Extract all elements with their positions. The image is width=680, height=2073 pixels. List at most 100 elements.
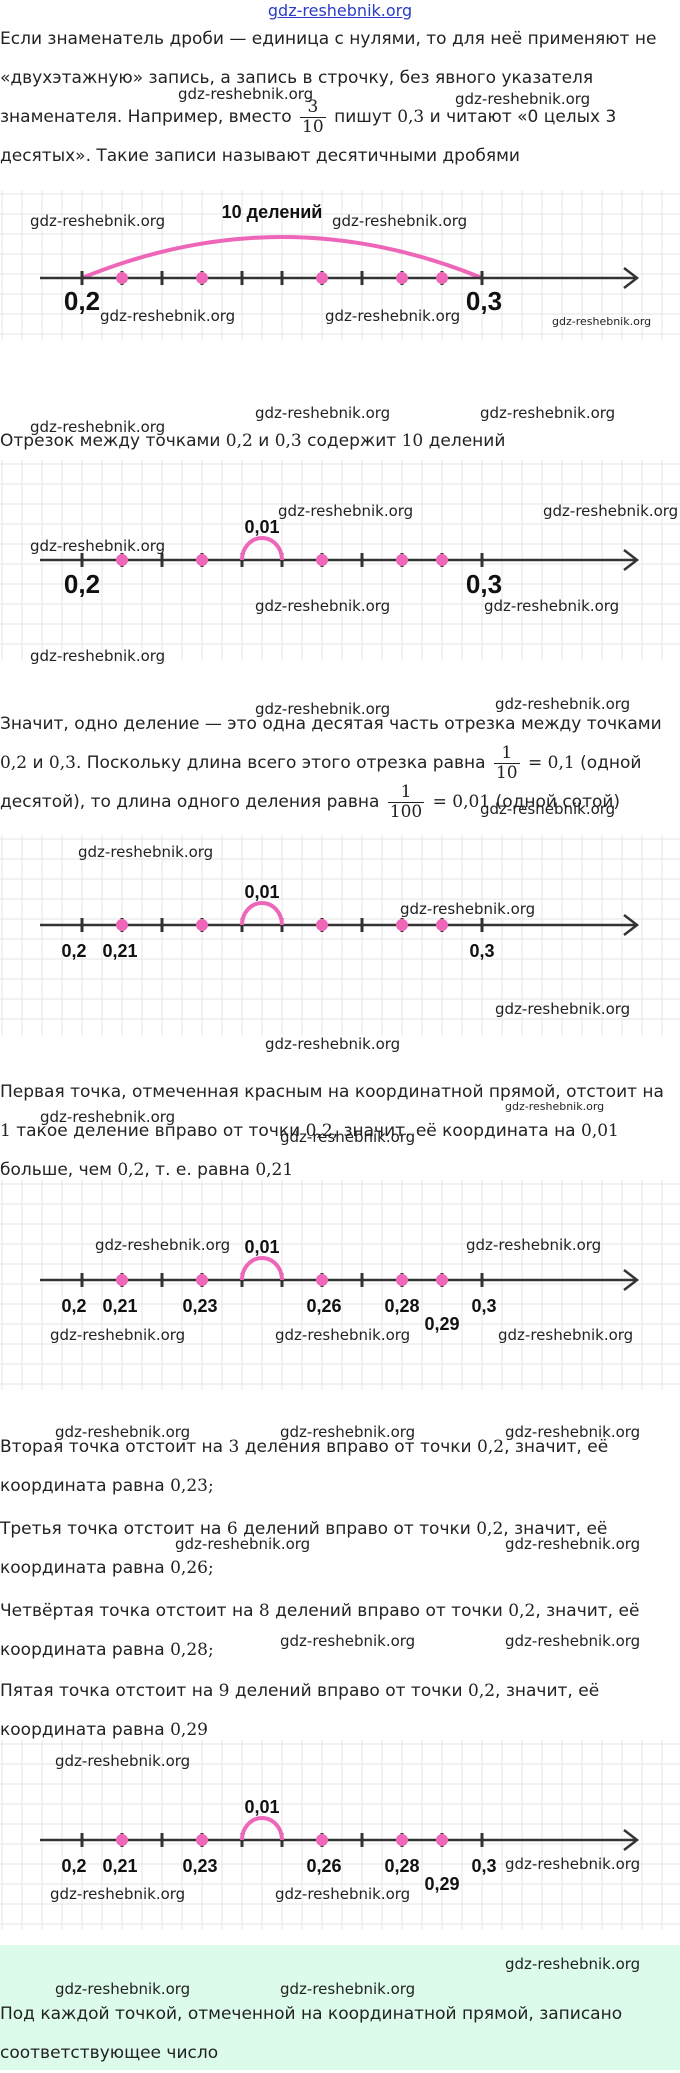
point-marker: [396, 554, 408, 566]
text: (одной десятой), то длина одного деления…: [0, 753, 642, 813]
math-value: 6: [226, 1519, 238, 1539]
text: Пятая точка отстоит на: [0, 1681, 214, 1701]
tick-label: 0,2: [64, 286, 100, 316]
text: больше, чем: [0, 1160, 112, 1180]
axis-arrow: [623, 914, 640, 936]
grid: [0, 1180, 680, 1390]
tick-label: 0,2: [61, 941, 86, 961]
figure-number-line-1: 10 делений 0,2 0,3: [0, 190, 680, 340]
arc-label: 0,01: [244, 1237, 279, 1257]
division-arc: [240, 1816, 284, 1841]
grid: [0, 190, 680, 340]
tick-label: 0,21: [102, 1856, 137, 1876]
paragraph-third-point: Третья точка отстоит на 6 делений вправо…: [0, 1510, 676, 1588]
math-value: 0,3: [274, 431, 302, 451]
math-value: 0,2: [225, 431, 253, 451]
watermark-text: gdz-reshebnik.org: [505, 1855, 641, 1873]
paragraph-segment: Отрезок между точками 0,2 и 0,3 содержит…: [0, 422, 676, 461]
paragraph-fifth-point: Пятая точка отстоит на 9 делений вправо …: [0, 1672, 676, 1750]
ten-division-arc: [81, 235, 483, 280]
paragraph-second-point: Вторая точка отстоит на 3 деления вправо…: [0, 1428, 676, 1506]
text: и читают «0 целых 3 десятых». Такие запи…: [0, 107, 617, 167]
tick-label: 0,23: [182, 1296, 217, 1316]
math-value: 0,28;: [170, 1640, 214, 1660]
point-marker: [396, 1274, 408, 1286]
point-marker: [436, 1834, 448, 1846]
math-value: 0,21: [255, 1160, 294, 1180]
watermark-text: gdz-reshebnik.org: [480, 404, 616, 422]
watermark-text: gdz-reshebnik.org: [280, 1423, 416, 1441]
text: делений вправо от точки: [234, 1681, 463, 1701]
watermark-text: gdz-reshebnik.org: [55, 1752, 191, 1770]
tick-label: 0,3: [471, 1296, 496, 1316]
point-marker: [396, 1834, 408, 1846]
watermark-text: gdz-reshebnik.org: [480, 800, 616, 818]
tick-label: 0,29: [424, 1314, 459, 1334]
text: , значит, её координата равна: [0, 1519, 608, 1578]
text: пишут: [334, 107, 392, 128]
point-marker: [196, 1274, 208, 1286]
point-marker: [436, 1274, 448, 1286]
watermark-text: gdz-reshebnik.org: [265, 1035, 401, 1053]
watermark-text: gdz-reshebnik.org: [55, 1980, 191, 1998]
point-marker: [116, 1834, 128, 1846]
point-marker: [116, 554, 128, 566]
text: и: [32, 753, 44, 774]
text: такое деление вправо от точки: [16, 1121, 301, 1141]
site-link[interactable]: gdz-reshebnik.org: [267, 1, 413, 20]
watermark-text: gdz-reshebnik.org: [50, 1326, 186, 1344]
point-marker: [196, 1834, 208, 1846]
text: делений вправо от точки: [243, 1519, 471, 1539]
watermark-text: gdz-reshebnik.org: [275, 1885, 411, 1903]
tick-label: 0,26: [306, 1296, 341, 1316]
watermark-text: gdz-reshebnik.org: [543, 502, 679, 520]
point-marker: [196, 919, 208, 931]
text: , значит, её координата равна: [0, 1681, 600, 1740]
math-value: = 0,1: [528, 753, 575, 774]
text: Отрезок между точками: [0, 431, 221, 451]
text: Значит, одно деление — это одна десятая …: [0, 714, 662, 734]
number-line-svg: 0,01 0,2 0,21 0,23 0,26 0,280,29 0,3: [0, 1180, 680, 1390]
math-value: 0,29: [170, 1720, 208, 1740]
watermark-text: gdz-reshebnik.org: [280, 1980, 416, 1998]
math-value: 0,3: [397, 107, 425, 128]
point-marker: [196, 554, 208, 566]
watermark-text: gdz-reshebnik.org: [55, 1423, 191, 1441]
watermark-text: gdz-reshebnik.org: [275, 1326, 411, 1344]
math-value: 0,2: [476, 1519, 504, 1539]
tick-label: 0,3: [466, 286, 502, 316]
point-marker: [116, 272, 128, 284]
tick-label: 0,3: [469, 941, 494, 961]
point-marker: [316, 1834, 328, 1846]
watermark-text: gdz-reshebnik.org: [505, 1423, 641, 1441]
number-line-svg: 10 делений 0,2 0,3: [0, 190, 680, 340]
tick-label: 0,3: [466, 569, 502, 599]
frac-num: 3: [300, 98, 326, 118]
text: и: [258, 431, 270, 451]
text: содержит: [307, 431, 397, 451]
watermark-text: gdz-reshebnik.org: [498, 1326, 634, 1344]
math-value: 0,2: [477, 1437, 505, 1457]
division-arc: [240, 536, 284, 561]
fraction-1-10: 1 10: [493, 744, 520, 782]
watermark-text: gdz-reshebnik.org: [30, 647, 166, 665]
point-marker: [436, 919, 448, 931]
fraction-3-10: 3 10: [300, 98, 326, 136]
watermark-text: gdz-reshebnik.org: [505, 1632, 641, 1650]
tick-label: 0,21: [102, 1296, 137, 1316]
watermark-text: gdz-reshebnik.org: [332, 212, 468, 230]
watermark-text: gdz-reshebnik.org: [466, 1236, 602, 1254]
figure-number-line-4: 0,01 0,2 0,21 0,23 0,26 0,28 0,29 0,3: [0, 1180, 680, 1390]
watermark-text: gdz-reshebnik.org: [278, 502, 414, 520]
text: . Поскольку длина всего этого отрезка ра…: [75, 753, 486, 774]
watermark-text: gdz-reshebnik.org: [484, 597, 620, 615]
watermark-text: gdz-reshebnik.org: [400, 900, 536, 918]
tick-label: 0,28: [384, 1296, 419, 1316]
tick-label: 0,26: [306, 1856, 341, 1876]
tick-label: 0,28: [384, 1856, 419, 1876]
text: Если знаменатель дроби — единица с нулям…: [0, 29, 657, 128]
text: , значит, её координата равна: [0, 1437, 609, 1496]
watermark-text: gdz-reshebnik.org: [100, 307, 236, 325]
tick-label: 0,23: [182, 1856, 217, 1876]
watermark-text: gdz-reshebnik.org: [552, 315, 652, 328]
